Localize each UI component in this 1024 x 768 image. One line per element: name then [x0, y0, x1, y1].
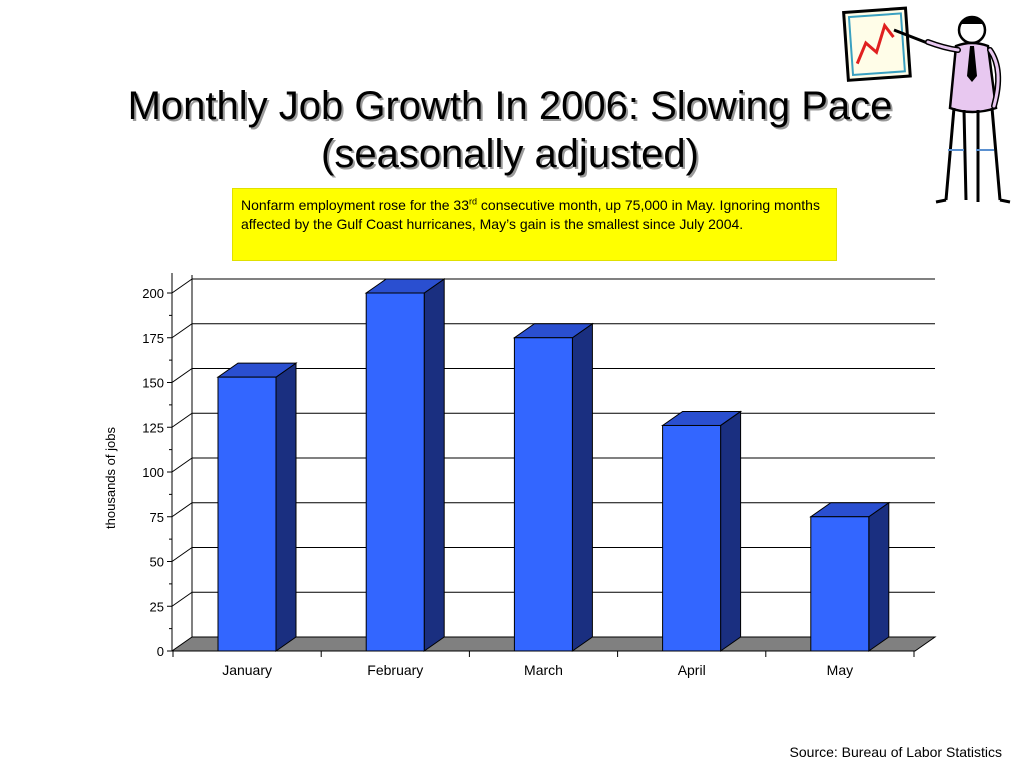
x-tick-label: April — [678, 662, 706, 678]
bar-march — [513, 337, 573, 652]
y-tick-label: 75 — [150, 510, 164, 525]
gridline-connector — [171, 368, 193, 383]
slide-title: Monthly Job Growth In 2006: Slowing Pace… — [40, 82, 980, 178]
x-tick-label: January — [222, 662, 272, 678]
y-tick-label: 150 — [142, 376, 164, 391]
x-tick-label: May — [827, 662, 853, 678]
gridline-connector — [171, 591, 193, 607]
x-tick-label: March — [524, 662, 563, 678]
bar-side — [423, 278, 445, 652]
y-tick-label: 0 — [157, 644, 164, 659]
bar-side — [571, 322, 593, 652]
callout-text-start: Nonfarm employment rose for the 33 — [241, 197, 469, 213]
y-axis-label: thousands of jobs — [103, 427, 118, 529]
gridline-connector — [171, 278, 193, 294]
bar-side — [868, 501, 890, 652]
callout-box: Nonfarm employment rose for the 33rd con… — [232, 188, 837, 261]
presenter-pointing-at-chart-icon — [840, 0, 1020, 215]
title-line-2: (seasonally adjusted) — [321, 132, 699, 176]
y-tick-label: 175 — [142, 331, 164, 346]
bar-january — [217, 376, 277, 652]
bar-april — [662, 424, 722, 652]
bar-side — [720, 410, 742, 652]
y-tick-label: 100 — [142, 465, 164, 480]
source-note: Source: Bureau of Labor Statistics — [789, 744, 1002, 760]
callout-superscript: rd — [469, 196, 478, 207]
bar-side — [275, 362, 297, 652]
gridline-connector — [171, 502, 193, 518]
y-tick-label: 50 — [150, 555, 164, 570]
x-tick-label: February — [367, 662, 423, 678]
gridline-connector — [171, 457, 193, 473]
y-tick-label: 200 — [142, 286, 164, 301]
gridline-connector — [171, 323, 193, 339]
bar-february — [365, 292, 425, 652]
gridline-connector — [171, 412, 193, 428]
y-tick-label: 25 — [150, 599, 164, 614]
bar-may — [810, 516, 870, 652]
callout-text-end: consecutive month, up 75,000 in May. Ign… — [241, 197, 820, 232]
gridline-connector — [171, 547, 193, 562]
y-tick-label: 125 — [142, 420, 164, 435]
title-line-1: Monthly Job Growth In 2006: Slowing Pace — [127, 84, 893, 128]
